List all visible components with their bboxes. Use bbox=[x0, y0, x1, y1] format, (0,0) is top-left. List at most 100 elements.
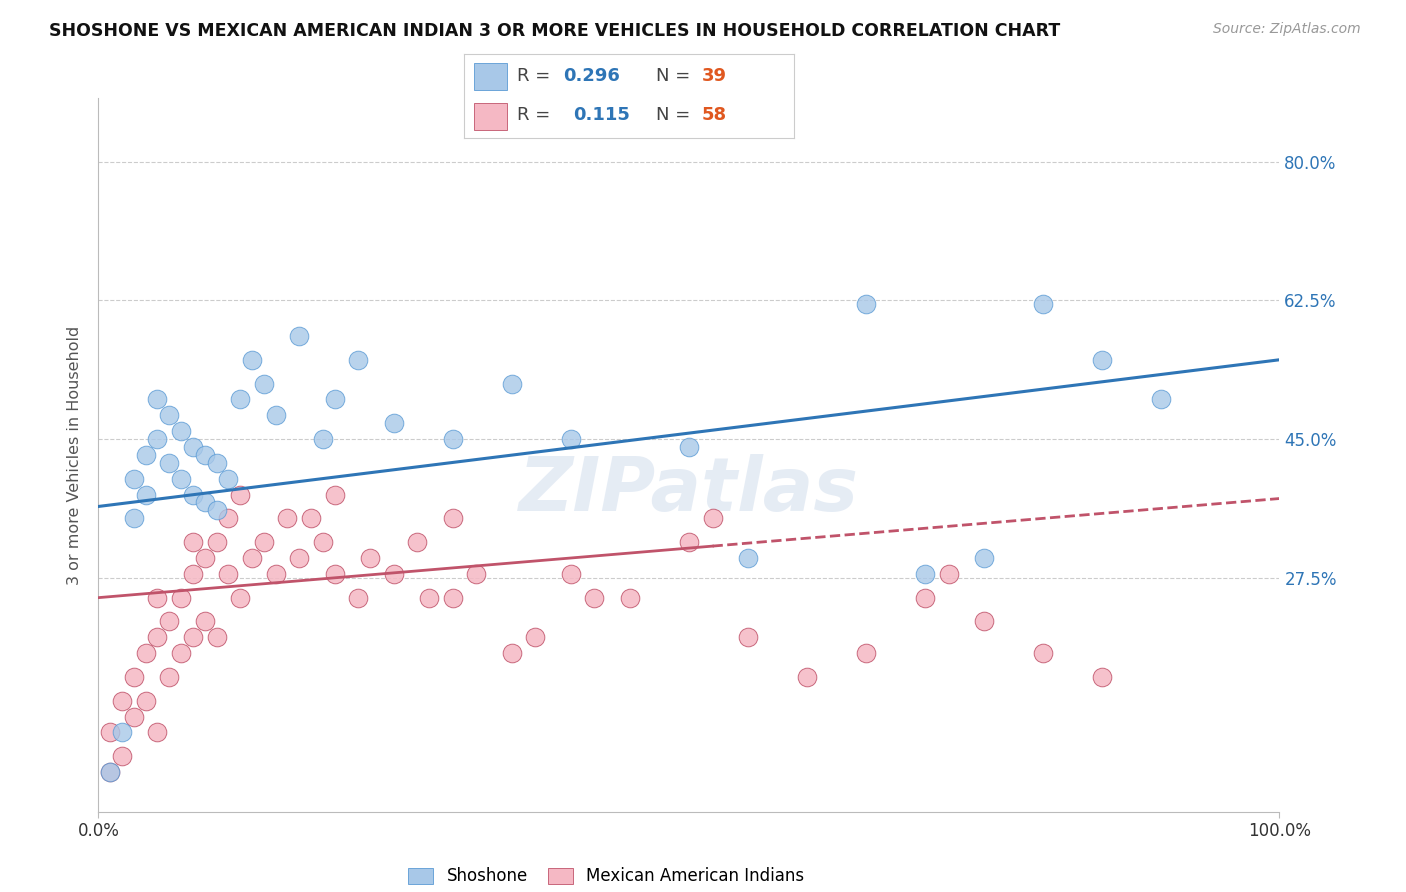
Point bbox=[170, 646, 193, 660]
Point bbox=[170, 424, 193, 438]
Point bbox=[122, 670, 145, 684]
Point bbox=[146, 432, 169, 446]
Point bbox=[288, 551, 311, 566]
Point bbox=[146, 591, 169, 605]
Point bbox=[299, 511, 322, 525]
Point bbox=[98, 765, 121, 780]
Point bbox=[194, 495, 217, 509]
Point bbox=[796, 670, 818, 684]
Point bbox=[122, 472, 145, 486]
Point bbox=[98, 765, 121, 780]
Point bbox=[524, 630, 547, 644]
Point bbox=[323, 566, 346, 581]
Point bbox=[702, 511, 724, 525]
Point bbox=[194, 551, 217, 566]
Point bbox=[229, 392, 252, 407]
Point bbox=[217, 511, 239, 525]
Text: N =: N = bbox=[655, 105, 696, 123]
Point bbox=[418, 591, 440, 605]
Point bbox=[1032, 646, 1054, 660]
Point bbox=[973, 615, 995, 629]
Point bbox=[170, 591, 193, 605]
Point bbox=[560, 566, 582, 581]
Point bbox=[181, 630, 204, 644]
Y-axis label: 3 or more Vehicles in Household: 3 or more Vehicles in Household bbox=[67, 326, 83, 584]
Point bbox=[855, 646, 877, 660]
Point bbox=[501, 646, 523, 660]
Point bbox=[737, 551, 759, 566]
Point bbox=[170, 472, 193, 486]
Point bbox=[1091, 352, 1114, 367]
Point bbox=[111, 725, 134, 739]
Point bbox=[217, 472, 239, 486]
Point bbox=[240, 352, 263, 367]
Point bbox=[264, 409, 287, 423]
Point bbox=[205, 503, 228, 517]
Text: ZIPatlas: ZIPatlas bbox=[519, 454, 859, 527]
Point bbox=[465, 566, 488, 581]
Text: 39: 39 bbox=[702, 67, 727, 85]
Point bbox=[146, 725, 169, 739]
Point bbox=[347, 591, 370, 605]
Point bbox=[382, 416, 405, 430]
Text: R =: R = bbox=[517, 67, 555, 85]
Point bbox=[560, 432, 582, 446]
Text: Source: ZipAtlas.com: Source: ZipAtlas.com bbox=[1213, 22, 1361, 37]
Point bbox=[855, 297, 877, 311]
Point bbox=[288, 329, 311, 343]
Point bbox=[501, 376, 523, 391]
Point bbox=[111, 694, 134, 708]
Point bbox=[914, 591, 936, 605]
Point bbox=[229, 487, 252, 501]
Point bbox=[122, 709, 145, 723]
Legend: Shoshone, Mexican American Indians: Shoshone, Mexican American Indians bbox=[408, 867, 804, 886]
Point bbox=[737, 630, 759, 644]
FancyBboxPatch shape bbox=[474, 103, 508, 130]
Point bbox=[583, 591, 606, 605]
Point bbox=[441, 591, 464, 605]
Point bbox=[205, 630, 228, 644]
Point bbox=[157, 409, 180, 423]
Point bbox=[146, 630, 169, 644]
Point bbox=[678, 440, 700, 454]
Point bbox=[323, 392, 346, 407]
Point bbox=[1032, 297, 1054, 311]
Text: SHOSHONE VS MEXICAN AMERICAN INDIAN 3 OR MORE VEHICLES IN HOUSEHOLD CORRELATION : SHOSHONE VS MEXICAN AMERICAN INDIAN 3 OR… bbox=[49, 22, 1060, 40]
Point bbox=[678, 535, 700, 549]
Point bbox=[157, 615, 180, 629]
Point bbox=[619, 591, 641, 605]
Text: 0.115: 0.115 bbox=[574, 105, 630, 123]
Point bbox=[181, 440, 204, 454]
Text: 0.296: 0.296 bbox=[562, 67, 620, 85]
Point bbox=[253, 535, 276, 549]
Point bbox=[312, 535, 335, 549]
Text: R =: R = bbox=[517, 105, 561, 123]
Point bbox=[205, 456, 228, 470]
Point bbox=[146, 392, 169, 407]
Point bbox=[217, 566, 239, 581]
Point bbox=[1091, 670, 1114, 684]
Point bbox=[240, 551, 263, 566]
Point bbox=[181, 487, 204, 501]
Point bbox=[264, 566, 287, 581]
Point bbox=[441, 511, 464, 525]
Point bbox=[135, 694, 157, 708]
Point bbox=[441, 432, 464, 446]
Point bbox=[111, 749, 134, 764]
Point bbox=[135, 448, 157, 462]
Point bbox=[205, 535, 228, 549]
Point bbox=[135, 646, 157, 660]
Point bbox=[194, 448, 217, 462]
Point bbox=[157, 456, 180, 470]
Point bbox=[98, 725, 121, 739]
Point bbox=[276, 511, 298, 525]
Point bbox=[122, 511, 145, 525]
Point bbox=[323, 487, 346, 501]
Point bbox=[194, 615, 217, 629]
Point bbox=[181, 535, 204, 549]
Point bbox=[135, 487, 157, 501]
Point bbox=[973, 551, 995, 566]
Text: N =: N = bbox=[655, 67, 696, 85]
Point bbox=[914, 566, 936, 581]
Text: 58: 58 bbox=[702, 105, 727, 123]
